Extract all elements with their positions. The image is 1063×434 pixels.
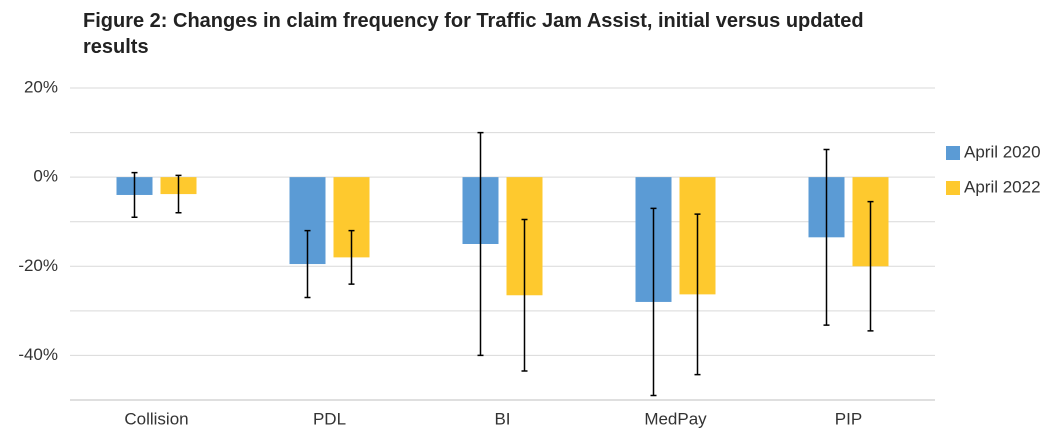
x-tick-label: PDL: [313, 409, 346, 428]
x-tick-label: Collision: [124, 409, 188, 428]
error-bar: [694, 213, 701, 376]
x-tick-label: BI: [494, 409, 510, 428]
y-tick-label: -40%: [18, 345, 58, 364]
x-tick-label: PIP: [835, 409, 862, 428]
error-bar: [477, 131, 484, 357]
error-bar: [823, 148, 830, 326]
y-tick-label: 20%: [24, 77, 58, 96]
legend-swatch: [946, 181, 960, 195]
x-tick-label: MedPay: [644, 409, 707, 428]
legend-swatch: [946, 146, 960, 160]
legend-label: April 2020: [964, 142, 1041, 161]
error-bar: [867, 200, 874, 332]
error-bar: [650, 207, 657, 397]
y-tick-label: -20%: [18, 256, 58, 275]
y-tick-label: 0%: [33, 167, 58, 186]
chart-title: Figure 2: Changes in claim frequency for…: [83, 10, 864, 58]
error-bar: [348, 229, 355, 285]
error-bar: [304, 229, 311, 299]
legend-label: April 2022: [964, 177, 1041, 196]
error-bar: [521, 218, 528, 372]
error-bar: [131, 171, 138, 219]
error-bar: [175, 174, 182, 214]
